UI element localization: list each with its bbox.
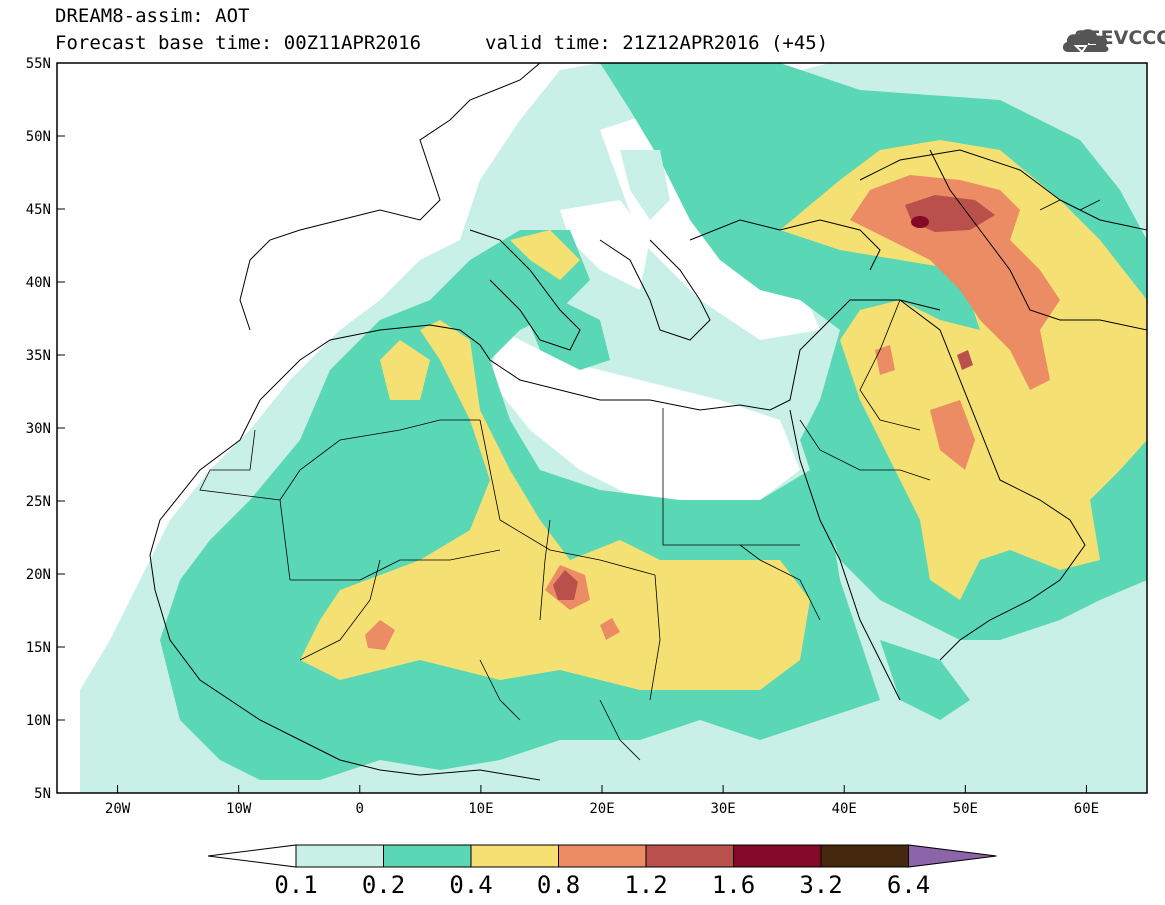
map-title: DREAM8-assim: AOT xyxy=(55,5,250,27)
aot-band-0.4 xyxy=(300,140,1147,690)
lon-label: 50E xyxy=(953,801,978,817)
seevccc-logo-text: SEEVCCC xyxy=(1074,27,1165,49)
aot-band-1.6 xyxy=(911,216,929,228)
lat-label: 35N xyxy=(26,348,51,364)
lat-label: 40N xyxy=(26,275,51,291)
latitude-axis: 5N 10N 15N 20N 25N 30N 35N 40N 45N 50N 55N xyxy=(26,56,51,802)
colorbar-label: 0.1 xyxy=(274,871,317,899)
lat-label: 25N xyxy=(26,494,51,510)
cloud-logo-icon xyxy=(1062,29,1109,54)
colorbar-swatch xyxy=(645,844,734,868)
aot-field xyxy=(57,63,1147,793)
colorbar-label: 1.6 xyxy=(712,871,755,899)
forecast-base-time: Forecast base time: 00Z11APR2016 xyxy=(55,32,422,54)
lon-label: 10W xyxy=(226,801,252,817)
colorbar-swatch xyxy=(295,844,384,868)
colorbar-label: 0.8 xyxy=(537,871,580,899)
aot-band-0.8 xyxy=(365,175,1060,650)
lat-label: 30N xyxy=(26,421,51,437)
colorbar-label: 0.2 xyxy=(362,871,405,899)
lon-label: 10E xyxy=(468,801,493,817)
lon-label: 60E xyxy=(1074,801,1099,817)
longitude-axis: 20W 10W 0 10E 20E 30E 40E 50E 60E xyxy=(105,801,1099,817)
colorbar-above-max xyxy=(908,844,997,868)
lat-label: 15N xyxy=(26,640,51,656)
lat-label: 50N xyxy=(26,129,51,145)
colorbar-swatch xyxy=(820,844,909,868)
colorbar: 0.1 0.2 0.4 0.8 1.2 1.6 3.2 6.4 xyxy=(207,844,997,899)
colorbar-swatch xyxy=(733,844,822,868)
lat-label: 55N xyxy=(26,56,51,72)
lon-label: 30E xyxy=(710,801,735,817)
lon-label: 20E xyxy=(589,801,614,817)
colorbar-swatch xyxy=(383,844,472,868)
country-borders xyxy=(199,199,1101,761)
aot-map: 5N 10N 15N 20N 25N 30N 35N 40N 45N 50N 55N 20W 10W 0… xyxy=(26,56,1148,817)
colorbar-label: 6.4 xyxy=(887,871,930,899)
colorbar-label: 3.2 xyxy=(799,871,842,899)
lon-label: 0 xyxy=(356,801,364,817)
lat-label: 5N xyxy=(34,786,51,802)
coastlines xyxy=(149,63,1147,781)
colorbar-swatch xyxy=(558,844,647,868)
colorbar-below-min xyxy=(207,844,297,868)
colorbar-label: 1.2 xyxy=(624,871,667,899)
axis-ticks xyxy=(57,62,1087,794)
lat-label: 20N xyxy=(26,567,51,583)
colorbar-swatch xyxy=(470,844,559,868)
lat-label: 10N xyxy=(26,713,51,729)
valid-time: valid time: 21Z12APR2016 (+45) xyxy=(485,32,829,54)
colorbar-label: 0.4 xyxy=(449,871,492,899)
lon-label: 20W xyxy=(105,801,131,817)
lon-label: 40E xyxy=(832,801,857,817)
lat-label: 45N xyxy=(26,202,51,218)
